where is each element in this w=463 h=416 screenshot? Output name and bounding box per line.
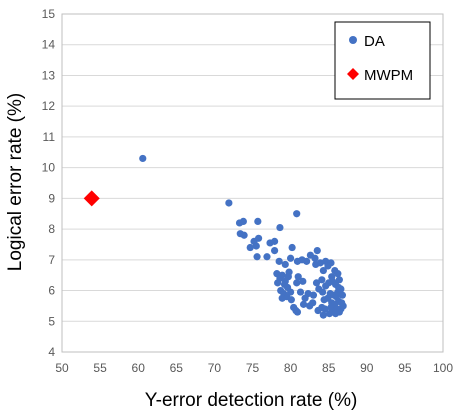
legend-mwpm-label: MWPM: [364, 67, 413, 84]
y-tick-label: 7: [48, 253, 55, 267]
x-tick-label: 55: [93, 361, 107, 375]
da-point: [276, 223, 284, 232]
x-tick-label: 95: [398, 361, 412, 375]
legend-mwpm-marker: [347, 68, 359, 80]
legend-box: [334, 21, 431, 100]
da-point: [296, 288, 305, 296]
da-point: [284, 273, 292, 281]
da-point: [319, 266, 327, 275]
y-tick-label: 9: [48, 191, 55, 205]
da-point: [309, 291, 318, 299]
y-tick-label: 13: [42, 68, 56, 82]
x-axis-title: Y-error detection rate (%): [145, 390, 358, 411]
y-tick-label: 8: [48, 222, 55, 236]
da-point: [293, 279, 301, 287]
mwpm-point: [83, 190, 100, 207]
plot-area-frame: [61, 13, 444, 353]
da-point: [309, 299, 317, 307]
da-point: [339, 302, 347, 310]
y-axis-title: Logical error rate (%): [5, 93, 26, 271]
da-point: [303, 257, 311, 265]
da-point: [278, 294, 286, 302]
da-point: [280, 280, 289, 288]
da-point: [275, 257, 283, 265]
da-point: [294, 273, 302, 281]
da-point: [254, 217, 262, 226]
da-point: [314, 306, 322, 315]
da-point: [281, 260, 289, 269]
da-point: [318, 276, 326, 284]
da-point: [334, 288, 342, 296]
da-point: [319, 311, 327, 319]
da-point: [335, 308, 343, 316]
da-point: [287, 288, 295, 296]
y-tick-label: 14: [42, 38, 56, 52]
da-point: [139, 154, 147, 163]
da-point: [334, 270, 342, 278]
da-point: [299, 277, 307, 285]
x-tick-label: 65: [170, 361, 184, 375]
da-point: [246, 243, 254, 252]
x-tick-label: 85: [322, 361, 336, 375]
da-point: [327, 259, 335, 267]
da-point: [240, 231, 248, 239]
legend-da-label: DA: [364, 33, 385, 50]
x-tick-label: 50: [55, 361, 69, 375]
da-point: [325, 309, 334, 318]
data-points: [83, 154, 347, 319]
y-tick-label: 11: [43, 130, 56, 144]
da-point: [253, 253, 261, 261]
da-point: [293, 308, 302, 316]
legend-da-marker: [349, 36, 357, 44]
da-point: [274, 279, 282, 287]
x-tick-label: 80: [284, 361, 298, 375]
axes: 4 5 6 7 8 9 10 11 12 13 14 15 50 55 60 65 70 75 80 85 90 95 10…: [42, 7, 454, 375]
da-point: [270, 247, 279, 255]
x-tick-label: 60: [132, 361, 146, 375]
y-tick-label: 10: [42, 161, 56, 175]
y-tick-label: 15: [42, 7, 56, 21]
da-point: [287, 296, 295, 304]
da-point: [239, 217, 247, 226]
da-point: [288, 243, 296, 252]
da-point: [263, 253, 271, 261]
da-point: [299, 300, 308, 308]
da-point: [311, 254, 319, 262]
da-point: [319, 288, 327, 296]
x-tick-label: 70: [208, 361, 222, 375]
da-point: [321, 305, 329, 313]
x-tick-label: 90: [360, 361, 374, 375]
da-point: [278, 271, 286, 279]
da-point: [313, 247, 321, 255]
da-point: [254, 234, 263, 242]
x-tick-label: 75: [246, 361, 260, 375]
x-tick-label: 100: [433, 361, 453, 375]
y-tick-label: 6: [48, 284, 55, 298]
da-point: [293, 210, 301, 218]
y-tick-label: 4: [48, 345, 55, 359]
da-point: [225, 199, 233, 207]
y-tick-label: 5: [48, 314, 55, 328]
legend: DA MWPM: [334, 21, 431, 100]
da-point: [312, 279, 321, 287]
da-point: [252, 242, 260, 250]
y-tick-label: 12: [42, 99, 56, 113]
da-point: [287, 254, 295, 262]
da-point: [270, 237, 279, 245]
